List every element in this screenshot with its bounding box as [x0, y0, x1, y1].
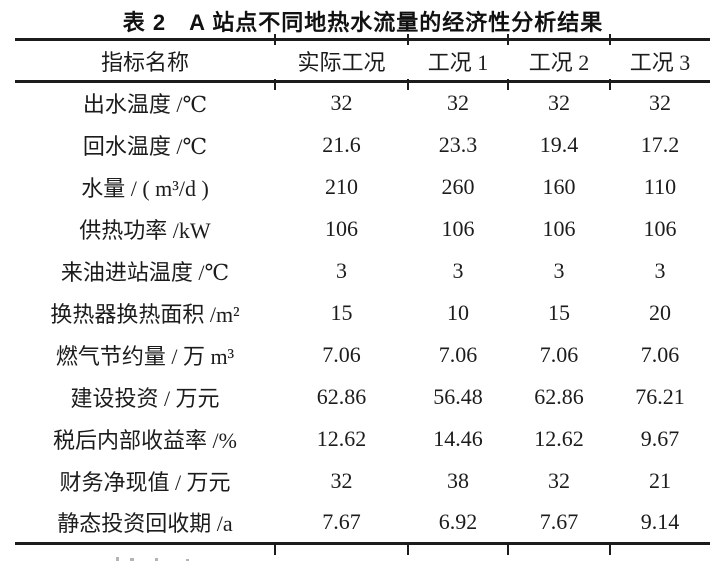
value-cell: 110 [643, 173, 677, 199]
value-cell: 15 [330, 299, 353, 325]
value-cell: 21 [649, 467, 671, 493]
value-cell: 12.62 [316, 425, 367, 451]
next-line-cutoff-artifact [186, 559, 189, 561]
metric-label: 税后内部收益率 /% [53, 427, 237, 453]
metric-label: 财务净现值 / 万元 [59, 469, 231, 495]
column-header-case-1: 工况 1 [427, 49, 489, 75]
column-grid-tick [609, 34, 611, 45]
value-cell: 76.21 [635, 383, 685, 409]
next-line-cutoff-artifact [130, 558, 134, 561]
value-cell: 62.86 [534, 383, 584, 409]
column-grid-tick [274, 34, 276, 45]
column-header-case-3: 工况 3 [629, 49, 691, 75]
column-grid-tick [507, 79, 509, 90]
column-grid-tick [609, 544, 611, 555]
metric-label: 供热功率 /kW [79, 217, 211, 243]
metric-label: 换热器换热面积 /m² [50, 301, 240, 327]
value-cell: 9.14 [640, 508, 680, 534]
value-cell: 7.06 [322, 341, 361, 367]
table-caption: 表 2 A 站点不同地热水流量的经济性分析结果 [122, 10, 604, 35]
value-cell: 32 [447, 90, 469, 116]
value-cell: 210 [325, 173, 358, 199]
value-cell: 3 [336, 257, 347, 283]
column-grid-tick [274, 544, 276, 555]
next-line-cutoff-artifact [155, 558, 158, 561]
value-cell: 260 [441, 173, 475, 199]
table-row: 水量 / ( m³/d ) 210 260 160 110 [15, 166, 710, 208]
value-cell: 56.48 [433, 383, 483, 409]
value-cell: 160 [542, 173, 576, 199]
value-cell: 17.2 [640, 131, 680, 157]
value-cell: 3 [452, 257, 464, 283]
column-grid-tick [407, 544, 409, 555]
column-header-metric: 指标名称 [100, 49, 189, 75]
value-cell: 32 [330, 90, 353, 116]
metric-label: 来油进站温度 /℃ [60, 259, 230, 285]
value-cell: 32 [548, 90, 570, 116]
table-container: 指标名称 实际工况 工况 1 工况 2 工况 3 出水温度 /℃ 32 32 3… [15, 34, 710, 555]
value-cell: 7.67 [539, 508, 579, 534]
metric-label: 燃气节约量 / 万 m³ [55, 343, 235, 369]
metric-label: 回水温度 /℃ [82, 133, 208, 159]
value-cell: 7.06 [539, 341, 579, 367]
value-cell: 15 [548, 299, 570, 325]
value-cell: 106 [441, 215, 475, 241]
column-grid-tick [507, 34, 509, 45]
value-cell: 9.67 [640, 425, 680, 451]
metric-label: 静态投资回收期 /a [57, 510, 233, 536]
column-grid-tick [507, 544, 509, 555]
next-line-cutoff-artifact [116, 557, 119, 561]
value-cell: 12.62 [534, 425, 584, 451]
table-row: 建设投资 / 万元 62.86 56.48 62.86 76.21 [15, 376, 710, 418]
column-header-case-2: 工况 2 [528, 49, 590, 75]
value-cell: 14.46 [433, 425, 483, 451]
value-cell: 21.6 [322, 131, 361, 157]
value-cell: 32 [548, 467, 570, 493]
value-cell: 7.06 [438, 341, 478, 367]
metric-label: 出水温度 /℃ [82, 92, 208, 118]
column-grid-tick [407, 34, 409, 45]
value-cell: 62.86 [316, 383, 367, 409]
value-cell: 19.4 [539, 131, 579, 157]
value-cell: 38 [447, 467, 469, 493]
value-cell: 23.3 [438, 131, 478, 157]
table-row: 财务净现值 / 万元 32 38 32 21 [15, 460, 710, 502]
value-cell: 106 [542, 215, 576, 241]
table-row: 静态投资回收期 /a 7.67 6.92 7.67 9.14 [15, 502, 710, 544]
value-cell: 10 [447, 299, 469, 325]
column-header-actual: 实际工况 [297, 49, 386, 75]
table-row: 出水温度 /℃ 32 32 32 32 [15, 82, 710, 124]
value-cell: 6.92 [438, 508, 478, 534]
column-grid-tick [609, 79, 611, 90]
column-grid-tick [407, 79, 409, 90]
value-cell: 32 [649, 90, 671, 116]
column-grid-tick [274, 79, 276, 90]
value-cell: 20 [649, 299, 671, 325]
table-row: 燃气节约量 / 万 m³ 7.06 7.06 7.06 7.06 [15, 334, 710, 376]
table-row: 税后内部收益率 /% 12.62 14.46 12.62 9.67 [15, 418, 710, 460]
value-cell: 106 [325, 215, 358, 241]
table-row: 换热器换热面积 /m² 15 10 15 20 [15, 292, 710, 334]
value-cell: 3 [654, 257, 666, 283]
value-cell: 32 [330, 467, 353, 493]
economic-analysis-table: 指标名称 实际工况 工况 1 工况 2 工况 3 出水温度 /℃ 32 32 3… [15, 38, 710, 545]
metric-label: 水量 / ( m³/d ) [81, 175, 209, 201]
value-cell: 106 [643, 215, 677, 241]
value-cell: 7.67 [322, 508, 361, 534]
table-row: 来油进站温度 /℃ 3 3 3 3 [15, 250, 710, 292]
table-row: 回水温度 /℃ 21.6 23.3 19.4 17.2 [15, 124, 710, 166]
header-row: 指标名称 实际工况 工况 1 工况 2 工况 3 [15, 40, 710, 82]
value-cell: 7.06 [640, 341, 680, 367]
metric-label: 建设投资 / 万元 [70, 385, 220, 411]
table-row: 供热功率 /kW 106 106 106 106 [15, 208, 710, 250]
value-cell: 3 [553, 257, 565, 283]
